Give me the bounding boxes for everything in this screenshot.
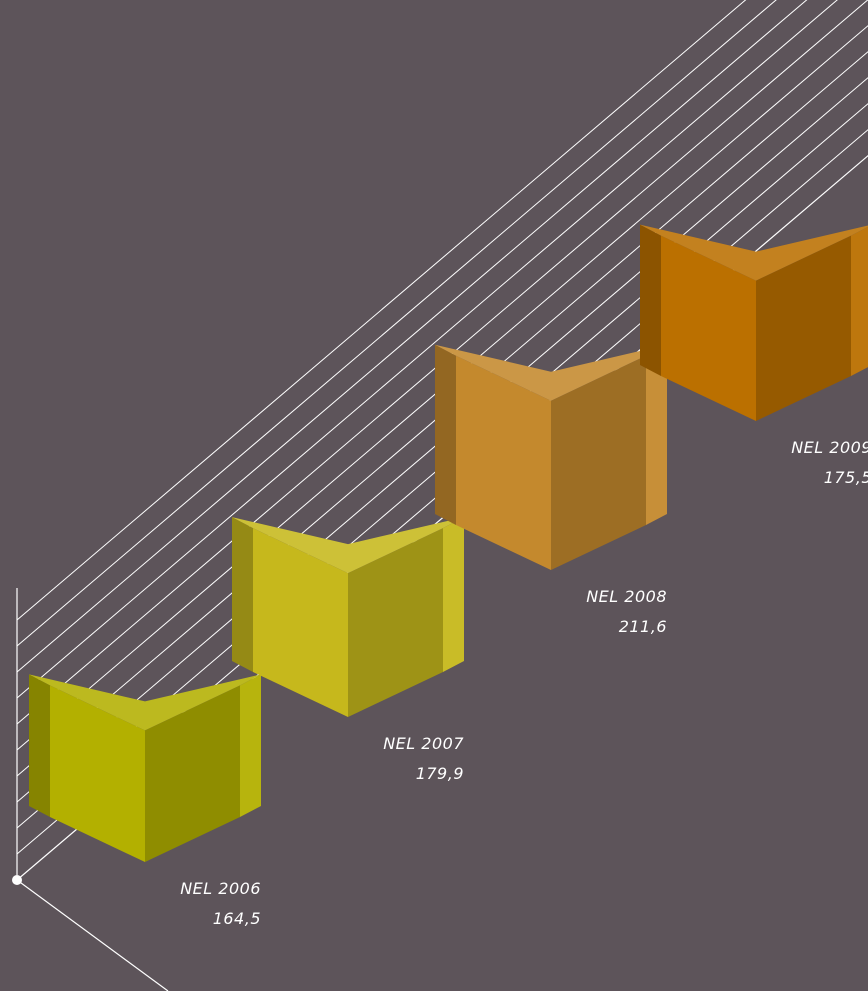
bar-labels: NEL 2006 164,5 NEL 2007 179,9 NEL 2008 2…: [180, 438, 868, 928]
value-label: 175,5: [824, 468, 868, 487]
bar-top: [435, 344, 667, 401]
category-label: NEL 2006: [180, 879, 261, 898]
bar-top: [29, 674, 261, 731]
category-label: NEL 2007: [383, 734, 464, 753]
bar-end-left: [640, 224, 661, 376]
bar-face-left: [456, 355, 551, 570]
bar: [640, 224, 868, 421]
grid-line: [16, 0, 808, 673]
bar-end-left: [232, 517, 253, 672]
bar-face-left: [50, 685, 145, 862]
bar-end-right: [851, 226, 868, 376]
bar: [29, 674, 261, 862]
bar-top: [232, 517, 464, 574]
category-label: NEL 2009: [791, 438, 868, 457]
value-label: 164,5: [213, 909, 261, 928]
grid-line: [16, 0, 747, 621]
bar-end-left: [29, 674, 50, 817]
bar: [435, 344, 667, 570]
bar-end-right: [443, 517, 464, 672]
bars: [29, 224, 868, 862]
category-label: NEL 2008: [586, 587, 667, 606]
depth-axis-line: [16, 879, 169, 991]
grid-line: [16, 0, 838, 699]
bar-end-right: [646, 344, 667, 525]
axis-origin-dot: [12, 875, 22, 885]
bar-face-left: [253, 528, 348, 717]
bar: [232, 517, 464, 717]
bar-face-right: [145, 685, 240, 862]
bar-face-right: [551, 355, 646, 570]
bar-end-right: [240, 674, 261, 817]
bar-end-left: [435, 344, 456, 525]
bar-top: [640, 224, 868, 281]
value-label: 211,6: [619, 617, 667, 636]
grid-line: [16, 0, 777, 647]
bar-face-right: [756, 235, 851, 421]
value-label: 179,9: [416, 764, 464, 783]
bar-face-right: [348, 528, 443, 717]
bar-face-left: [661, 235, 756, 421]
